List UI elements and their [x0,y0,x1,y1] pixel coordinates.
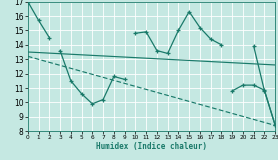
X-axis label: Humidex (Indice chaleur): Humidex (Indice chaleur) [96,142,207,151]
